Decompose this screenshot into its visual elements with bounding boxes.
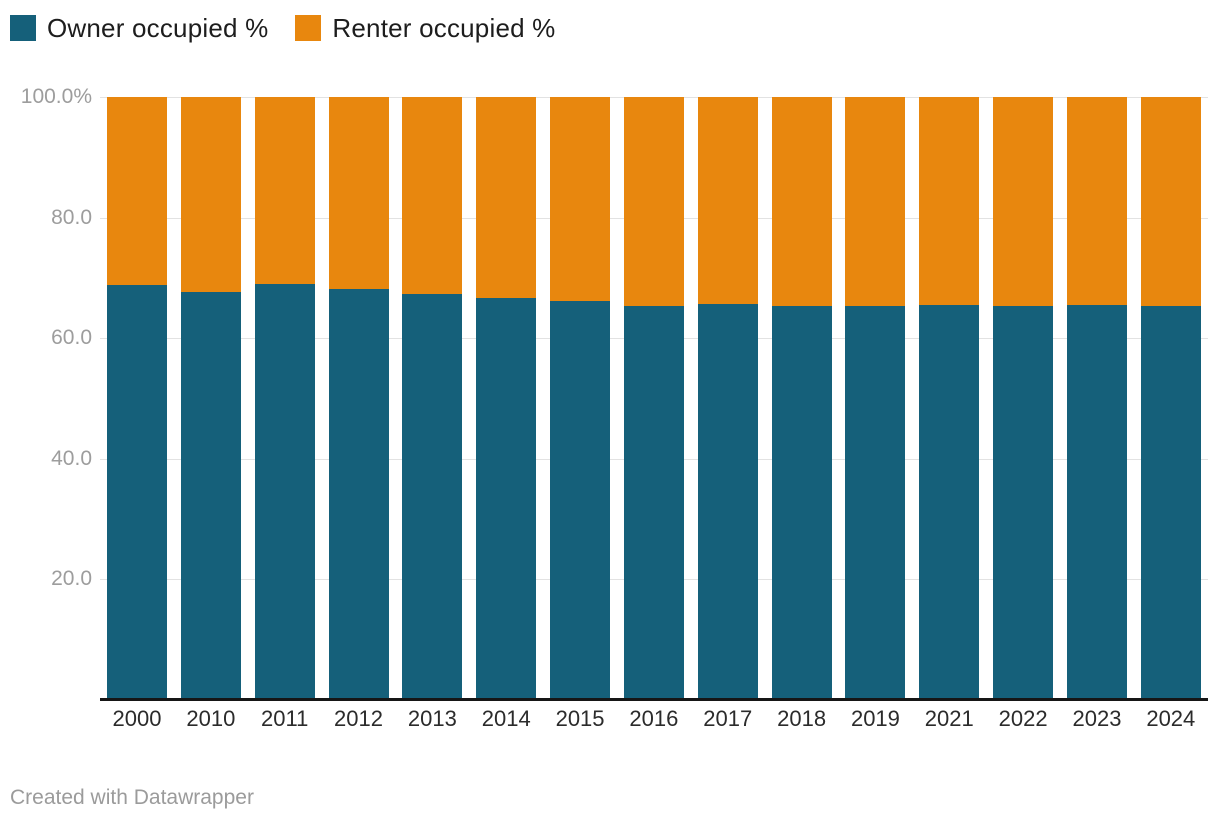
bar-2014[interactable] <box>476 97 537 700</box>
bar-segment-renter-2015[interactable] <box>550 97 611 302</box>
legend-label-renter: Renter occupied % <box>332 13 556 43</box>
plot-area <box>100 97 1208 700</box>
bar-segment-renter-2014[interactable] <box>476 97 537 299</box>
x-axis-line <box>100 698 1208 701</box>
bar-segment-owner-2019[interactable] <box>845 306 906 700</box>
x-tick-label-2010: 2010 <box>186 706 236 731</box>
bar-segment-owner-2021[interactable] <box>919 305 980 700</box>
bar-segment-owner-2022[interactable] <box>993 306 1054 700</box>
bar-2010[interactable] <box>180 97 241 700</box>
bar-segment-owner-2013[interactable] <box>402 294 463 700</box>
x-tick-label-2015: 2015 <box>555 706 605 731</box>
x-axis-labels: 2000 2010 2011 2012 2013 2014 2015 2016 2017 2018… <box>100 704 1208 734</box>
bar-segment-renter-2016[interactable] <box>623 97 684 306</box>
y-tick-label-100: 100.0% <box>20 85 92 108</box>
y-tick-label-60: 60.0 <box>51 326 92 350</box>
bar-segment-renter-2017[interactable] <box>697 97 758 305</box>
bar-2021[interactable] <box>919 97 980 700</box>
x-tick-label-2013: 2013 <box>407 706 457 731</box>
bar-2011[interactable] <box>254 97 315 700</box>
x-tick-label-2019: 2019 <box>850 706 900 731</box>
x-tick-label-2000: 2000 <box>112 706 162 731</box>
x-tick-label-2024: 2024 <box>1146 706 1196 731</box>
bar-segment-renter-2000[interactable] <box>107 97 167 286</box>
renter-swatch-icon <box>295 15 322 41</box>
y-tick-label-80: 80.0 <box>51 205 92 229</box>
bar-segment-renter-2021[interactable] <box>919 97 980 306</box>
bar-segment-owner-2011[interactable] <box>254 283 315 700</box>
bar-segment-renter-2023[interactable] <box>1066 97 1127 306</box>
bar-2016[interactable] <box>623 97 684 700</box>
y-axis-labels: 20.0 40.0 60.0 80.0 100.0% <box>0 85 92 700</box>
x-tick-label-2018: 2018 <box>777 706 827 731</box>
bar-segment-owner-2010[interactable] <box>180 292 241 700</box>
bar-segment-owner-2018[interactable] <box>771 306 832 700</box>
bar-segment-renter-2024[interactable] <box>1140 97 1201 307</box>
bar-segment-owner-2017[interactable] <box>697 304 758 700</box>
bar-segment-owner-2016[interactable] <box>623 305 684 700</box>
bar-segment-renter-2022[interactable] <box>993 97 1054 307</box>
bar-segment-owner-2024[interactable] <box>1140 306 1201 700</box>
bar-segment-renter-2013[interactable] <box>402 97 463 295</box>
bar-segment-renter-2011[interactable] <box>254 97 315 284</box>
bar-2013[interactable] <box>402 97 463 700</box>
bar-segment-renter-2012[interactable] <box>328 97 389 290</box>
bar-segment-owner-2012[interactable] <box>328 289 389 700</box>
datawrapper-credit: Created with Datawrapper <box>10 786 254 809</box>
bar-2000[interactable] <box>107 97 167 700</box>
legend-label-owner: Owner occupied % <box>47 13 269 43</box>
x-tick-label-2021: 2021 <box>924 706 974 731</box>
x-tick-label-2023: 2023 <box>1072 706 1122 731</box>
x-tick-label-2017: 2017 <box>703 706 753 731</box>
owner-swatch-icon <box>10 15 36 41</box>
bar-segment-owner-2023[interactable] <box>1066 305 1127 700</box>
legend: Owner occupied % Renter occupied % <box>10 13 556 43</box>
bar-2017[interactable] <box>697 97 758 700</box>
x-tick-label-2014: 2014 <box>481 706 531 731</box>
bar-2018[interactable] <box>771 97 832 700</box>
bar-2012[interactable] <box>328 97 389 700</box>
bar-2022[interactable] <box>993 97 1054 700</box>
bar-segment-renter-2018[interactable] <box>771 97 832 307</box>
bar-segment-owner-2015[interactable] <box>550 301 611 700</box>
y-tick-label-20: 20.0 <box>51 567 92 591</box>
bars-container <box>100 97 1208 700</box>
bar-2015[interactable] <box>550 97 611 700</box>
bar-segment-renter-2010[interactable] <box>180 97 241 293</box>
x-tick-label-2011: 2011 <box>261 706 309 731</box>
legend-item-renter: Renter occupied % <box>295 13 555 43</box>
bar-2019[interactable] <box>845 97 906 700</box>
bar-segment-owner-2014[interactable] <box>476 298 537 700</box>
y-tick-label-40: 40.0 <box>51 446 92 470</box>
bar-2024[interactable] <box>1140 97 1201 700</box>
x-tick-label-2016: 2016 <box>629 706 679 731</box>
x-tick-label-2022: 2022 <box>998 706 1048 731</box>
bar-segment-owner-2000[interactable] <box>107 285 167 700</box>
bar-2023[interactable] <box>1066 97 1127 700</box>
legend-item-owner: Owner occupied % <box>10 13 268 43</box>
x-tick-label-2012: 2012 <box>334 706 383 731</box>
bar-segment-renter-2019[interactable] <box>845 97 906 307</box>
